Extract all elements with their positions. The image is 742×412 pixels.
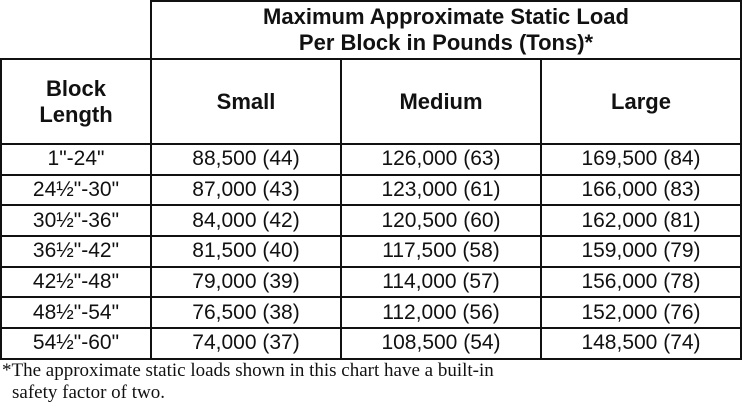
cell: 81,500 (40) bbox=[150, 235, 342, 268]
cell: 120,500 (60) bbox=[340, 204, 542, 238]
cell: 126,000 (63) bbox=[340, 143, 542, 176]
title-line: Maximum Approximate Static Load bbox=[263, 4, 629, 29]
row-label: 1"-24" bbox=[0, 143, 152, 176]
cell: 166,000 (83) bbox=[540, 173, 742, 207]
cell: 156,000 (78) bbox=[540, 265, 742, 299]
column-header: Block Length bbox=[0, 58, 152, 145]
cell: 88,500 (44) bbox=[150, 143, 342, 176]
header-line: Block bbox=[46, 75, 106, 101]
cell: 79,000 (39) bbox=[150, 265, 342, 299]
cell: 114,000 (57) bbox=[340, 265, 542, 299]
data-row: 1"-24" 88,500 (44) 126,000 (63) 169,500 (84… bbox=[0, 143, 742, 176]
cell: 76,500 (38) bbox=[150, 296, 342, 330]
data-row: 36½"-42" 81,500 (40) 117,500 (58) 159,000 (… bbox=[0, 235, 742, 268]
row-label: 30½"-36" bbox=[0, 204, 152, 238]
cell: 152,000 (76) bbox=[540, 296, 742, 330]
row-label: 48½"-54" bbox=[0, 296, 152, 330]
cell: 117,500 (58) bbox=[340, 235, 542, 268]
cell: 169,500 (84) bbox=[540, 143, 742, 176]
cell: 108,500 (54) bbox=[340, 327, 542, 360]
title-cell: Maximum Approximate Static Load Per Block… bbox=[150, 0, 742, 60]
column-header: Large bbox=[540, 58, 742, 145]
column-header: Small bbox=[150, 58, 342, 145]
load-table: Maximum Approximate Static Load Per Block… bbox=[0, 0, 742, 360]
column-header: Medium bbox=[340, 58, 542, 145]
footnote: *The approximate static loads shown in t… bbox=[2, 360, 494, 404]
data-row: 48½"-54" 76,500 (38) 112,000 (56) 152,000 (… bbox=[0, 296, 742, 330]
cell: 87,000 (43) bbox=[150, 173, 342, 207]
header-row: Block Length Small Medium Large bbox=[0, 58, 742, 145]
cell: 84,000 (42) bbox=[150, 204, 342, 238]
row-label: 36½"-42" bbox=[0, 235, 152, 268]
data-row: 42½"-48" 79,000 (39) 114,000 (57) 156,000 (… bbox=[0, 265, 742, 299]
cell: 148,500 (74) bbox=[540, 327, 742, 360]
blank-cell bbox=[1, 1, 152, 60]
footnote-line: safety factor of two. bbox=[12, 382, 165, 403]
data-row: 24½"-30" 87,000 (43) 123,000 (61) 166,000 (… bbox=[0, 173, 742, 207]
cell: 162,000 (81) bbox=[540, 204, 742, 238]
row-label: 24½"-30" bbox=[0, 173, 152, 207]
header-line: Length bbox=[39, 101, 113, 127]
cell: 112,000 (56) bbox=[340, 296, 542, 330]
row-label: 54½"-60" bbox=[0, 327, 152, 360]
row-label: 42½"-48" bbox=[0, 265, 152, 299]
data-row: 30½"-36" 84,000 (42) 120,500 (60) 162,000 (… bbox=[0, 204, 742, 238]
footnote-line: *The approximate static loads shown in t… bbox=[2, 360, 494, 381]
cell: 74,000 (37) bbox=[150, 327, 342, 360]
cell: 123,000 (61) bbox=[340, 173, 542, 207]
header-row: Maximum Approximate Static Load Per Block… bbox=[1, 0, 742, 60]
title-line: Per Block in Pounds (Tons)* bbox=[298, 30, 594, 55]
cell: 159,000 (79) bbox=[540, 235, 742, 268]
data-row: 54½"-60" 74,000 (37) 108,500 (54) 148,500 (… bbox=[0, 327, 742, 360]
